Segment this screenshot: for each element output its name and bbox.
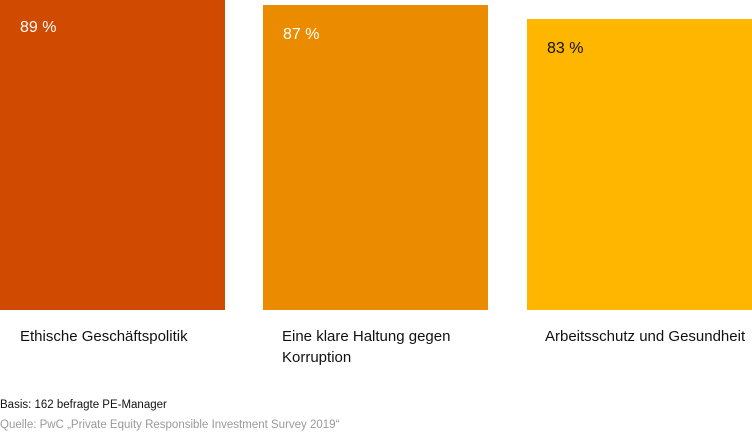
bar-chart: 89 % 87 % 83 % (0, 0, 752, 311)
data-label-2: 87 % (283, 26, 319, 43)
bar-1 (0, 0, 225, 310)
bar-3 (527, 19, 752, 310)
category-label-korruption: Eine klare Haltung gegen Korruption (282, 328, 451, 366)
data-label-3: 83 % (547, 40, 583, 57)
bar-2 (263, 5, 488, 311)
data-label-1: 89 % (20, 19, 56, 36)
basis-note: Basis: 162 befragte PE-Manager (0, 399, 167, 411)
category-label-ethische-geschaeftspolitik: Ethische Geschäftspolitik (20, 328, 188, 345)
category-label-arbeitsschutz: Arbeitsschutz und Gesundheit (545, 328, 746, 345)
source-note: Quelle: PwC „Private Equity Responsible … (0, 419, 340, 431)
